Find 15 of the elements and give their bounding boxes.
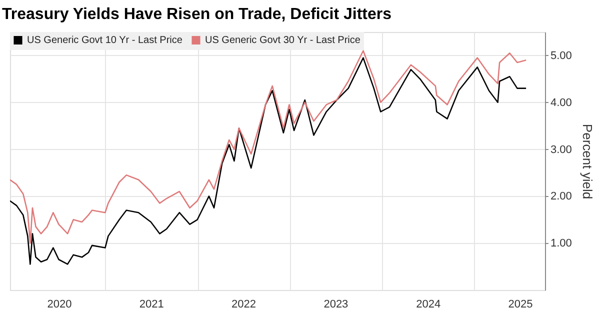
legend-label: US Generic Govt 30 Yr - Last Price bbox=[205, 35, 361, 46]
y-tick-label: 4.00 bbox=[550, 96, 572, 109]
y-axis-title: Percent yield bbox=[580, 124, 595, 200]
y-tick-label: 5.00 bbox=[550, 50, 572, 62]
x-tick-label: 2025 bbox=[508, 298, 533, 310]
y-tick-label: 2.00 bbox=[550, 190, 572, 203]
x-tick-label: 2020 bbox=[47, 298, 72, 310]
x-tick-label: 2024 bbox=[416, 298, 441, 310]
x-tick-label: 2022 bbox=[232, 298, 256, 310]
x-tick-label: 2021 bbox=[139, 298, 164, 310]
legend-label: US Generic Govt 10 Yr - Last Price bbox=[27, 35, 183, 46]
y-tick-label: 3.00 bbox=[550, 144, 572, 156]
x-tick-label: 2023 bbox=[324, 298, 348, 310]
y-tick-label: 1.00 bbox=[550, 238, 572, 250]
chart-title: Treasury Yields Have Risen on Trade, Deficit Jitters bbox=[2, 6, 392, 23]
